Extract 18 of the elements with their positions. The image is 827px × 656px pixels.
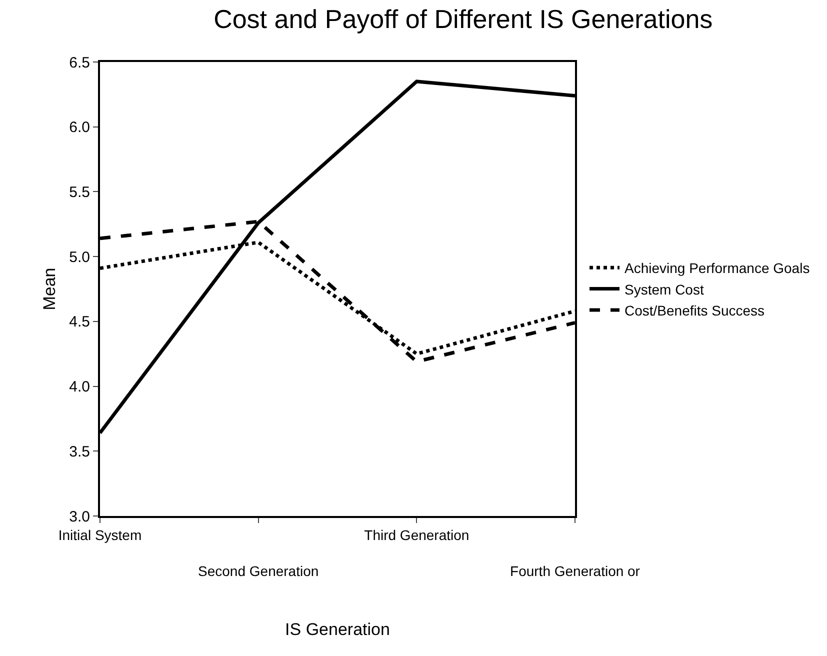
y-tick-label: 4.5	[69, 314, 90, 331]
y-axis-title: Mean	[40, 268, 59, 310]
legend-label: System Cost	[624, 281, 704, 298]
chart-title: Cost and Payoff of Different IS Generations	[214, 4, 713, 34]
y-tick-label: 5.0	[69, 248, 90, 266]
x-tick-label: Third Generation	[364, 526, 470, 543]
y-tick-label: 6.0	[69, 119, 90, 136]
y-tick-label: 4.0	[69, 378, 90, 396]
x-tick-label: Fourth Generation or	[510, 563, 640, 580]
legend-label: Cost/Benefits Success	[624, 302, 765, 318]
x-tick-label: Second Generation	[198, 563, 319, 580]
y-tick-label: 6.5	[69, 54, 90, 72]
x-axis-title: IS Generation	[285, 620, 390, 640]
y-tick-label: 3.0	[69, 508, 90, 526]
x-tick-label: Initial System	[58, 526, 142, 543]
y-tick-label: 5.5	[69, 184, 90, 201]
y-tick-label: 3.5	[69, 443, 90, 460]
legend-label: Achieving Performance Goals	[624, 260, 810, 276]
